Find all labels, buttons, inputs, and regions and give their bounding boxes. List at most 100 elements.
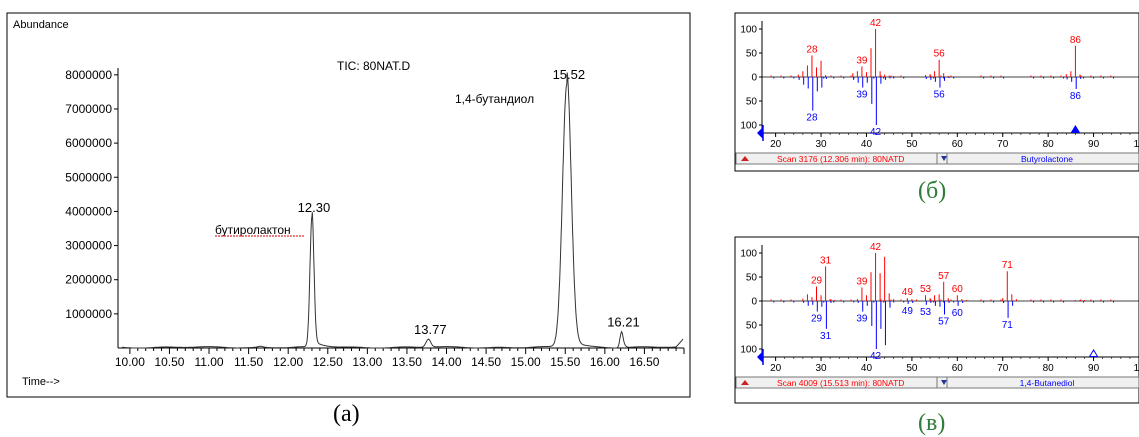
x-tick-label: 13.50	[392, 355, 422, 369]
spectrum-lower-label: 49	[902, 306, 914, 317]
spectrum-upper-label: 39	[856, 277, 868, 288]
spectrum-plot-c: 100 50 0 50 100 20 30 40 50 60 70 80 90 10 29 31 39 42 49 5…	[735, 242, 1139, 389]
spectrum-upper-label: 71	[1002, 260, 1014, 271]
spectrum-x-tick-label: 20	[770, 363, 782, 374]
status-bar-divider	[936, 376, 948, 389]
spectrum-x-tick-label: 80	[1043, 363, 1055, 374]
chromatogram-line	[122, 72, 684, 349]
reference-name: 1,4-Butanediol	[1020, 378, 1075, 388]
spectrum-x-tick-label: 10	[1133, 139, 1139, 150]
spectrum-lower-label: 57	[938, 316, 950, 327]
caption-a: (a)	[333, 401, 360, 427]
spectrum-y-tick-label: 0	[751, 297, 757, 308]
spectrum-x-tick-label: 60	[952, 139, 964, 150]
y-tick-label: 7000000	[65, 102, 112, 116]
chromatogram-axes: 1000000 2000000 3000000 4000000 5000000 60000…	[65, 68, 685, 369]
spectrum-x-tick-label: 20	[770, 139, 782, 150]
x-tick-label: 10.00	[115, 355, 145, 369]
annotation-butanediol: 1,4-бутандиол	[455, 92, 534, 106]
spectrum-y-tick-label: 100	[740, 121, 757, 132]
spectrum-x-tick-label: 80	[1043, 139, 1055, 150]
spectrum-lower-label: 60	[952, 308, 964, 319]
spectrum-upper-label: 60	[952, 284, 964, 295]
spectrum-lower-label: 42	[870, 351, 882, 362]
y-tick-label: 1000000	[65, 307, 112, 321]
x-tick-label: 11.50	[234, 355, 263, 369]
spectrum-lower-label: 56	[934, 90, 946, 101]
annotation-butyrolactone: бутиролактон	[215, 223, 291, 237]
chromatogram-trace	[122, 72, 684, 349]
x-tick-label: 12.00	[273, 355, 303, 369]
spectrum-x-tick-label: 70	[997, 139, 1009, 150]
spectrum-upper-label: 39	[856, 55, 868, 66]
reference-down-arrow-icon	[941, 156, 947, 161]
spectrum-lower-label: 39	[856, 90, 868, 101]
spectrum-x-tick-label: 10	[1133, 363, 1139, 374]
spectrum-upper-label: 28	[806, 44, 818, 55]
spectrum-lower-label: 86	[1070, 91, 1082, 102]
spectrum-lower-label: 42	[870, 127, 882, 138]
spectrum-y-tick-label: 100	[740, 345, 757, 356]
spectrum-plot-b: 100 50 0 50 100 20 30 40 50 60 70 80 90 10 28 39 42 56 86 2…	[735, 18, 1139, 165]
spectrum-lower-label: 53	[920, 307, 932, 318]
left-scroll-marker	[757, 127, 763, 139]
scan-up-arrow-icon	[741, 380, 749, 385]
chromatogram-frame	[6, 12, 691, 398]
spectrum-lower-label: 31	[820, 331, 832, 342]
caption-b: (б)	[918, 178, 947, 204]
x-tick-label: 11.00	[194, 355, 223, 369]
x-tick-label: 15.50	[550, 355, 580, 369]
x-tick-label: 14.50	[471, 355, 501, 369]
status-bar-divider	[936, 152, 948, 165]
spectrum-x-tick-label: 50	[906, 139, 918, 150]
spectrum-x-tick-label: 90	[1088, 363, 1100, 374]
spectrum-x-tick-label: 60	[952, 363, 964, 374]
spectrum-x-tick-label: 30	[815, 139, 827, 150]
x-tick-label: 16.00	[590, 355, 620, 369]
chromatogram-peak-labels: 12.30 13.77 15.52 16.21 бутиролактон 1,4-бута…	[215, 67, 640, 337]
spectrum-y-tick-label: 100	[740, 25, 757, 36]
spectrum-y-tick-label: 100	[740, 249, 757, 260]
spectrum-upper-label: 49	[902, 287, 914, 298]
spectrum-frame-b	[734, 12, 1139, 172]
x-tick-label: 14.00	[432, 355, 462, 369]
abundance-label: Abundance	[13, 19, 69, 31]
x-tick-label: 15.00	[511, 355, 541, 369]
spectrum-y-tick-label: 50	[746, 49, 758, 60]
spectrum-x-tick-label: 40	[861, 363, 873, 374]
x-tick-label: 16.50	[629, 355, 659, 369]
spectrum-x-tick-label: 50	[906, 363, 918, 374]
reference-down-arrow-icon	[941, 380, 947, 385]
spectrum-x-tick-label: 30	[815, 363, 827, 374]
spectrum-upper-label: 42	[870, 242, 882, 253]
left-scroll-marker	[757, 351, 763, 363]
spectrum-upper-label: 42	[870, 18, 882, 29]
spectrum-upper-label: 31	[820, 255, 832, 266]
caption-c: (в)	[918, 410, 946, 436]
spectrum-lower-label: 71	[1002, 320, 1014, 331]
spectrum-frame-c	[734, 236, 1139, 404]
peak-label: 15.52	[553, 67, 586, 82]
position-marker	[1070, 125, 1081, 133]
spectrum-lower-label: 39	[856, 314, 868, 325]
y-tick-label: 6000000	[65, 136, 112, 150]
y-tick-label: 2000000	[65, 273, 112, 287]
spectrum-y-tick-label: 50	[746, 321, 758, 332]
x-tick-label: 13.00	[352, 355, 382, 369]
reference-name: Butyrolactone	[1021, 154, 1073, 164]
tic-label: TIC: 80NAT.D	[337, 59, 410, 73]
spectrum-upper-label: 86	[1070, 35, 1082, 46]
spectrum-upper-label: 57	[938, 271, 950, 282]
chromatogram-panel: Abundance Time--> TIC: 80NAT.D 1000000 20…	[6, 12, 691, 398]
scan-up-arrow-icon	[741, 156, 749, 161]
peak-label: 16.21	[607, 315, 640, 330]
x-tick-label: 10.50	[154, 355, 184, 369]
spectrum-upper-label: 29	[811, 276, 823, 287]
spectrum-y-tick-label: 50	[746, 97, 758, 108]
spectrum-upper-label: 53	[920, 284, 932, 295]
spectrum-lower-label: 28	[806, 113, 818, 124]
peak-label: 13.77	[414, 322, 447, 337]
spectrum-lower-label: 29	[811, 314, 823, 325]
scan-label: Scan 3176 (12.306 min): 80NATD	[777, 154, 904, 164]
spectrum-x-tick-label: 40	[861, 139, 873, 150]
